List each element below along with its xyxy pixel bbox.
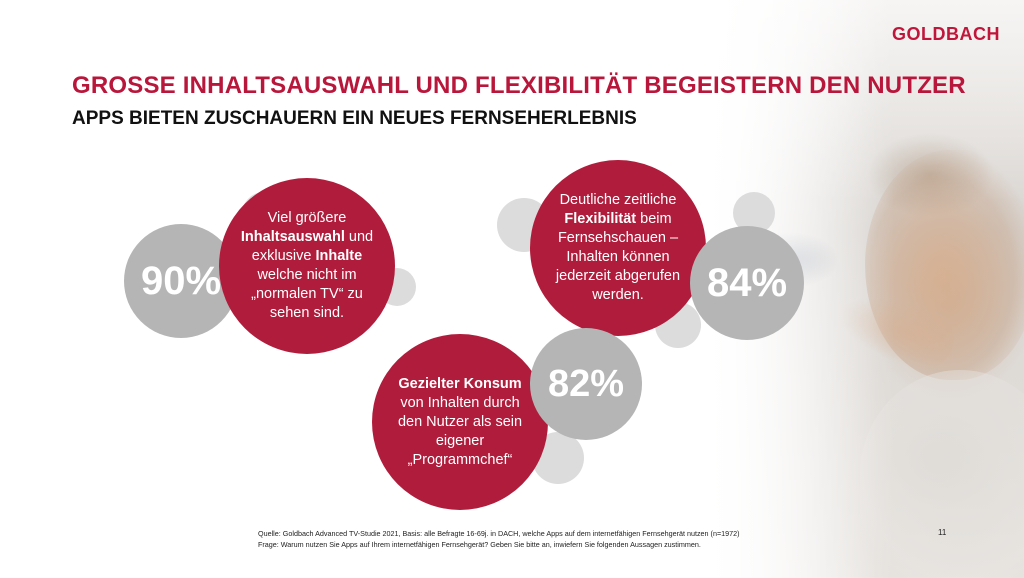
stat-highlight-text: Flexibilität: [564, 211, 637, 227]
stat-text: „Programmchef“: [407, 451, 513, 468]
stat-description-bubble: Gezielter Konsum von Inhalten durch den Nu…: [372, 334, 548, 510]
stat-text: sehen sind.: [269, 305, 345, 321]
stat-description-line: den Nutzer als sein: [398, 413, 522, 432]
stat-description-line: Flexibilität beim: [556, 210, 680, 229]
stat-percent-bubble: 90%: [124, 224, 238, 338]
source-note: Quelle: Goldbach Advanced TV-Studie 2021…: [258, 529, 740, 538]
stat-description-line: Gezielter Konsum: [398, 375, 522, 394]
stat-highlight-text: Inhalte: [315, 248, 363, 264]
source-footer: Quelle: Goldbach Advanced TV-Studie 2021…: [258, 528, 878, 550]
stat-text: welche nicht im: [257, 267, 357, 283]
stat-text: eigener: [435, 432, 485, 449]
stat-text: den Nutzer als sein: [397, 413, 523, 430]
stat-text: exklusive: [251, 248, 316, 264]
stat-description-line: Viel größere: [241, 209, 373, 228]
stat-description-line: von Inhalten durch: [398, 394, 522, 413]
stat-text: Viel größere: [267, 210, 347, 226]
stat-text: „normalen TV“ zu: [251, 286, 363, 302]
page-title: GROSSE INHALTSAUSWAHL UND FLEXIBILITÄT B…: [72, 72, 966, 99]
stat-description-bubble: Deutliche zeitliche Flexibilität beim Fern…: [530, 160, 706, 336]
stat-description-line: eigener: [398, 432, 522, 451]
stat-percent-bubble: 82%: [530, 328, 642, 440]
stat-text: Fernsehschauen –: [557, 230, 679, 246]
stat-description-line: Inhaltsauswahl und: [241, 228, 373, 247]
stat-description-text: Gezielter Konsum von Inhalten durch den Nu…: [398, 375, 522, 470]
question-note: Frage: Warum nutzen Sie Apps auf Ihrem i…: [258, 540, 701, 549]
stat-percent-bubble: 84%: [690, 226, 804, 340]
stat-description-line: Fernsehschauen –: [556, 229, 680, 248]
stat-percent-value: 84%: [706, 260, 788, 305]
stat-highlight-text: Gezielter Konsum: [398, 375, 522, 392]
stat-text: jederzeit abgerufen: [555, 268, 681, 284]
stat-highlight-text: Inhaltsauswahl: [240, 229, 345, 245]
page-subtitle: APPS BIETEN ZUSCHAUERN EIN NEUES FERNSEH…: [72, 108, 637, 129]
stat-description-line: sehen sind.: [241, 304, 373, 323]
stat-description-line: Inhalten können: [556, 248, 680, 267]
page-number: 11: [938, 528, 947, 537]
stat-text: beim: [636, 211, 672, 227]
stat-percent-value: 82%: [547, 362, 625, 405]
stat-description-line: jederzeit abgerufen: [556, 267, 680, 286]
stat-text: Deutliche zeitliche: [559, 192, 677, 208]
stat-percent-value: 90%: [140, 258, 222, 303]
stat-text: und: [344, 229, 374, 245]
stat-text: Inhalten können: [566, 249, 670, 265]
stat-description-line: „normalen TV“ zu: [241, 285, 373, 304]
stat-description-line: Deutliche zeitliche: [556, 191, 680, 210]
stat-text: werden.: [592, 287, 644, 303]
stat-text: von Inhalten durch: [400, 394, 520, 411]
stat-description-line: werden.: [556, 286, 680, 305]
stat-description-line: exklusive Inhalte: [241, 247, 373, 266]
stat-description-bubble: Viel größere Inhaltsauswahl und exklusive …: [219, 178, 395, 354]
stat-description-line: „Programmchef“: [398, 451, 522, 470]
stat-description-text: Viel größere Inhaltsauswahl und exklusive …: [241, 209, 373, 323]
brand-logo: GOLDBACH: [892, 24, 1000, 44]
stat-description-line: welche nicht im: [241, 266, 373, 285]
stat-description-text: Deutliche zeitliche Flexibilität beim Fern…: [556, 191, 680, 305]
